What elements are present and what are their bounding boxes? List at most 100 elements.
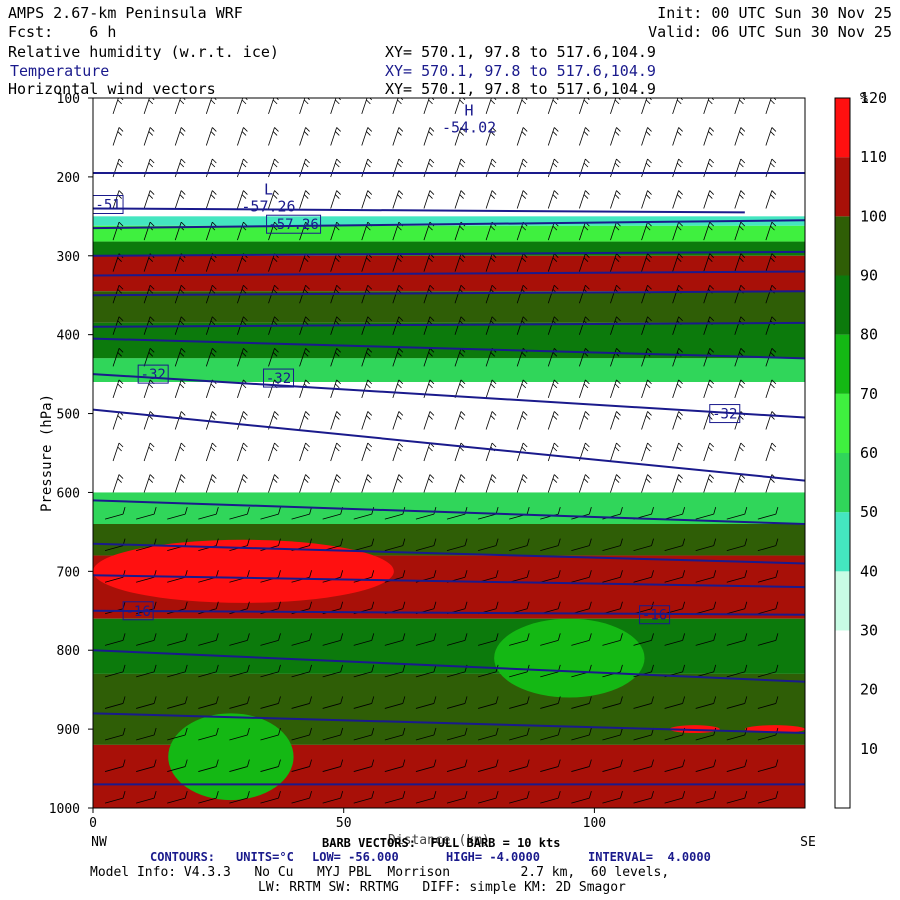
wind-barb	[765, 158, 777, 178]
wind-barb	[167, 791, 188, 804]
wind-barb	[641, 474, 652, 493]
wind-barb	[672, 442, 683, 462]
wind-barb	[509, 759, 530, 772]
wind-barb	[540, 538, 561, 552]
wind-barb	[695, 791, 717, 804]
wind-barb	[392, 379, 404, 399]
contour-label-box	[263, 368, 295, 388]
temperature-contour	[93, 373, 805, 419]
wind-barb	[516, 98, 528, 115]
wind-barb	[384, 759, 406, 772]
wind-barb	[703, 190, 714, 209]
wind-barb	[454, 158, 466, 178]
wind-barb	[415, 727, 437, 741]
wind-barb	[610, 379, 621, 399]
extremum-value: -57.26	[241, 198, 295, 216]
wind-barb	[237, 98, 248, 115]
contour-units: UNITS=°C	[236, 850, 294, 864]
wind-barb	[229, 759, 250, 772]
colorbar-label: 120	[860, 89, 887, 107]
wind-barb	[322, 759, 344, 772]
wind-barb	[392, 474, 404, 493]
x-axis-title: Distance (km)	[388, 833, 490, 848]
wind-barb	[112, 379, 124, 399]
colorbar-label: 70	[860, 385, 878, 403]
wind-barb	[229, 664, 250, 678]
wind-barb	[547, 158, 559, 178]
wind-barb	[237, 127, 248, 146]
wind-barb	[547, 190, 559, 209]
wind-barb	[540, 791, 561, 804]
wind-barb	[672, 221, 683, 241]
wind-barb	[384, 791, 406, 804]
wind-barb	[205, 442, 217, 462]
wind-barb	[299, 158, 310, 178]
wind-barb	[299, 127, 310, 146]
wind-barb	[174, 442, 186, 462]
wind-barb	[578, 190, 590, 209]
y-tick-label: 500	[57, 408, 80, 423]
wind-barb	[112, 127, 124, 146]
wind-barb	[361, 98, 373, 115]
wind-barb	[446, 633, 468, 646]
wind-barb	[547, 98, 559, 115]
colorbar-unit: %	[860, 91, 868, 106]
y-tick-label: 800	[57, 644, 80, 659]
wind-barb	[664, 538, 686, 552]
wind-barb	[757, 570, 779, 583]
wind-barb	[198, 507, 219, 520]
wind-barb	[734, 127, 746, 146]
wind-barb	[726, 601, 748, 615]
wind-barb	[384, 696, 406, 709]
colorbar-label: 10	[860, 740, 878, 758]
wind-barb	[198, 791, 219, 804]
wind-barb	[423, 348, 435, 367]
wind-barb	[610, 253, 621, 272]
wind-barb	[571, 538, 592, 552]
wind-barb	[602, 633, 623, 646]
wind-barb	[477, 633, 499, 646]
wind-barb	[291, 633, 312, 646]
y-tick-label: 900	[57, 723, 80, 738]
wind-barb	[695, 696, 717, 709]
wind-barb	[703, 127, 714, 146]
wind-barb	[353, 791, 375, 804]
wind-barb	[734, 442, 746, 462]
wind-barb	[641, 158, 652, 178]
wind-barb	[757, 538, 779, 552]
wind-barb	[112, 98, 124, 115]
rh-layer-band	[93, 291, 805, 323]
colorbar-segment	[835, 275, 850, 335]
wind-barb	[571, 633, 592, 646]
wind-barb	[112, 474, 124, 493]
wind-barb	[672, 411, 683, 430]
wind-barb	[112, 348, 124, 367]
wind-barb	[268, 127, 279, 146]
contour-label-box	[639, 605, 671, 625]
colorbar-label: 20	[860, 681, 878, 699]
wind-barb	[734, 379, 746, 399]
wind-barb	[322, 791, 344, 804]
wind-barb	[703, 98, 714, 115]
wind-barb	[509, 633, 530, 646]
wind-barb	[237, 474, 248, 493]
wind-barb	[695, 538, 717, 552]
wind-barb	[291, 664, 312, 678]
wind-barb	[330, 442, 341, 462]
colorbar-segment	[835, 98, 850, 158]
wind-barb	[299, 442, 310, 462]
temperature-contour	[93, 542, 805, 565]
wind-barb	[734, 158, 746, 178]
wind-barb	[578, 158, 590, 178]
wind-barb	[703, 221, 714, 241]
wind-barb	[330, 348, 341, 367]
wind-barb	[136, 791, 157, 804]
wind-barb	[485, 158, 497, 178]
wind-barb	[610, 474, 621, 493]
wind-barb	[268, 442, 279, 462]
wind-barb	[571, 759, 592, 772]
wind-barb	[602, 759, 623, 772]
wind-barb	[695, 759, 717, 772]
wind-barb	[726, 696, 748, 709]
wind-barb	[415, 696, 437, 709]
